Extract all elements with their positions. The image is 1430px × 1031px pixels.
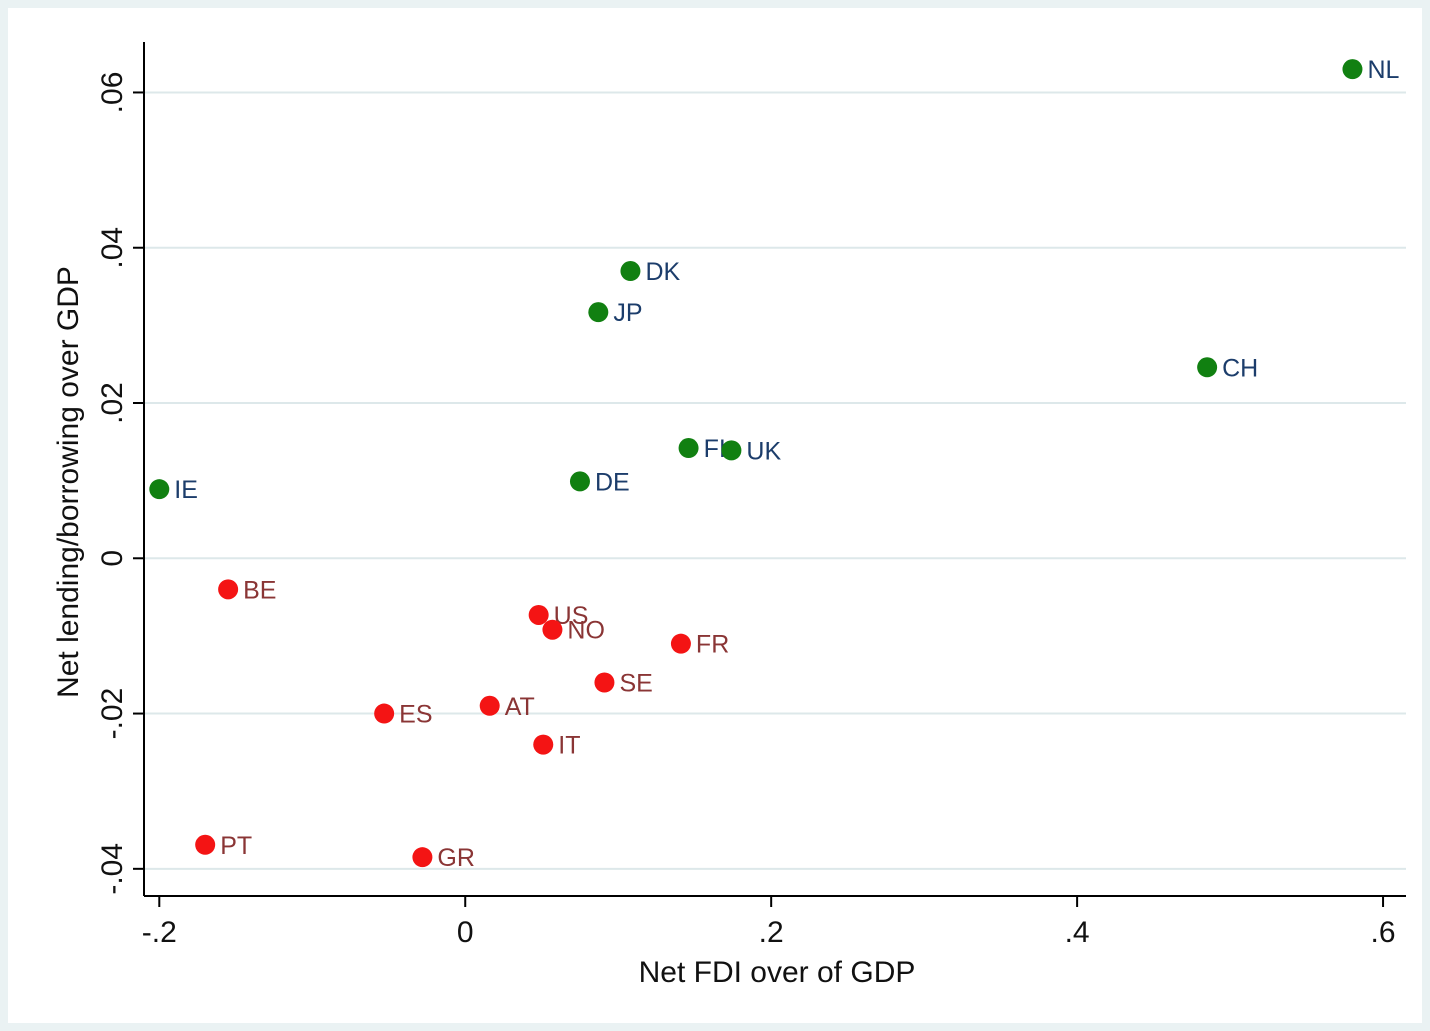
y-tick-label-02: .02 [96, 382, 129, 424]
x-tick-label-6: .6 [1371, 916, 1396, 949]
point-at [479, 695, 500, 716]
y-tick-label-04: -.04 [96, 843, 129, 895]
point-label-at: AT [505, 693, 535, 721]
point-ie [149, 479, 170, 500]
point-label-pt: PT [220, 832, 252, 860]
point-se [594, 672, 615, 693]
point-nl [1342, 59, 1363, 80]
point-label-it: IT [558, 732, 580, 760]
point-label-be: BE [243, 576, 276, 604]
x-axis-ticks: -.2 0 .2 .4 .6 [142, 896, 1396, 949]
point-fr [670, 633, 691, 654]
y-tick-label-0: 0 [96, 550, 129, 567]
point-es [374, 703, 395, 724]
point-uk [721, 440, 742, 461]
point-label-fi: FI [704, 435, 726, 463]
point-pt [195, 834, 216, 855]
y-axis-title: Net lending/borrowing over GDP [52, 266, 85, 698]
gridlines [144, 91, 1406, 870]
point-dk [620, 261, 641, 282]
point-label-es: ES [399, 701, 432, 729]
point-label-nl: NL [1367, 56, 1399, 84]
point-be [218, 579, 239, 600]
point-it [533, 734, 554, 755]
x-tick-label-0: 0 [457, 916, 474, 949]
x-axis-title: Net FDI over of GDP [639, 956, 916, 989]
point-label-gr: GR [437, 844, 475, 872]
point-gr [412, 847, 433, 868]
point-label-de: DE [595, 468, 630, 496]
point-label-uk: UK [746, 437, 781, 465]
point-label-ch: CH [1222, 354, 1258, 382]
y-axis-ticks: -.04 -.02 0 .02 .04 .06 [96, 72, 144, 895]
point-label-no: NO [567, 617, 605, 645]
y-tick-label-02: -.02 [96, 688, 129, 740]
x-tick-label-2: .2 [759, 916, 784, 949]
point-us [528, 604, 549, 625]
point-ch [1197, 357, 1218, 378]
point-label-fr: FR [696, 631, 729, 659]
outer-frame [8, 8, 1422, 1023]
x-tick-label-2: -.2 [142, 916, 177, 949]
x-tick-label-4: .4 [1065, 916, 1090, 949]
axes [143, 42, 1406, 897]
point-label-ie: IE [174, 476, 198, 504]
point-de [569, 471, 590, 492]
point-label-dk: DK [645, 258, 680, 286]
point-label-se: SE [619, 670, 652, 698]
point-label-jp: JP [613, 299, 642, 327]
point-jp [588, 302, 609, 323]
y-tick-label-06: .06 [96, 72, 129, 114]
y-tick-label-04: .04 [96, 227, 129, 269]
point-fi [678, 438, 699, 459]
point-no [542, 619, 563, 640]
